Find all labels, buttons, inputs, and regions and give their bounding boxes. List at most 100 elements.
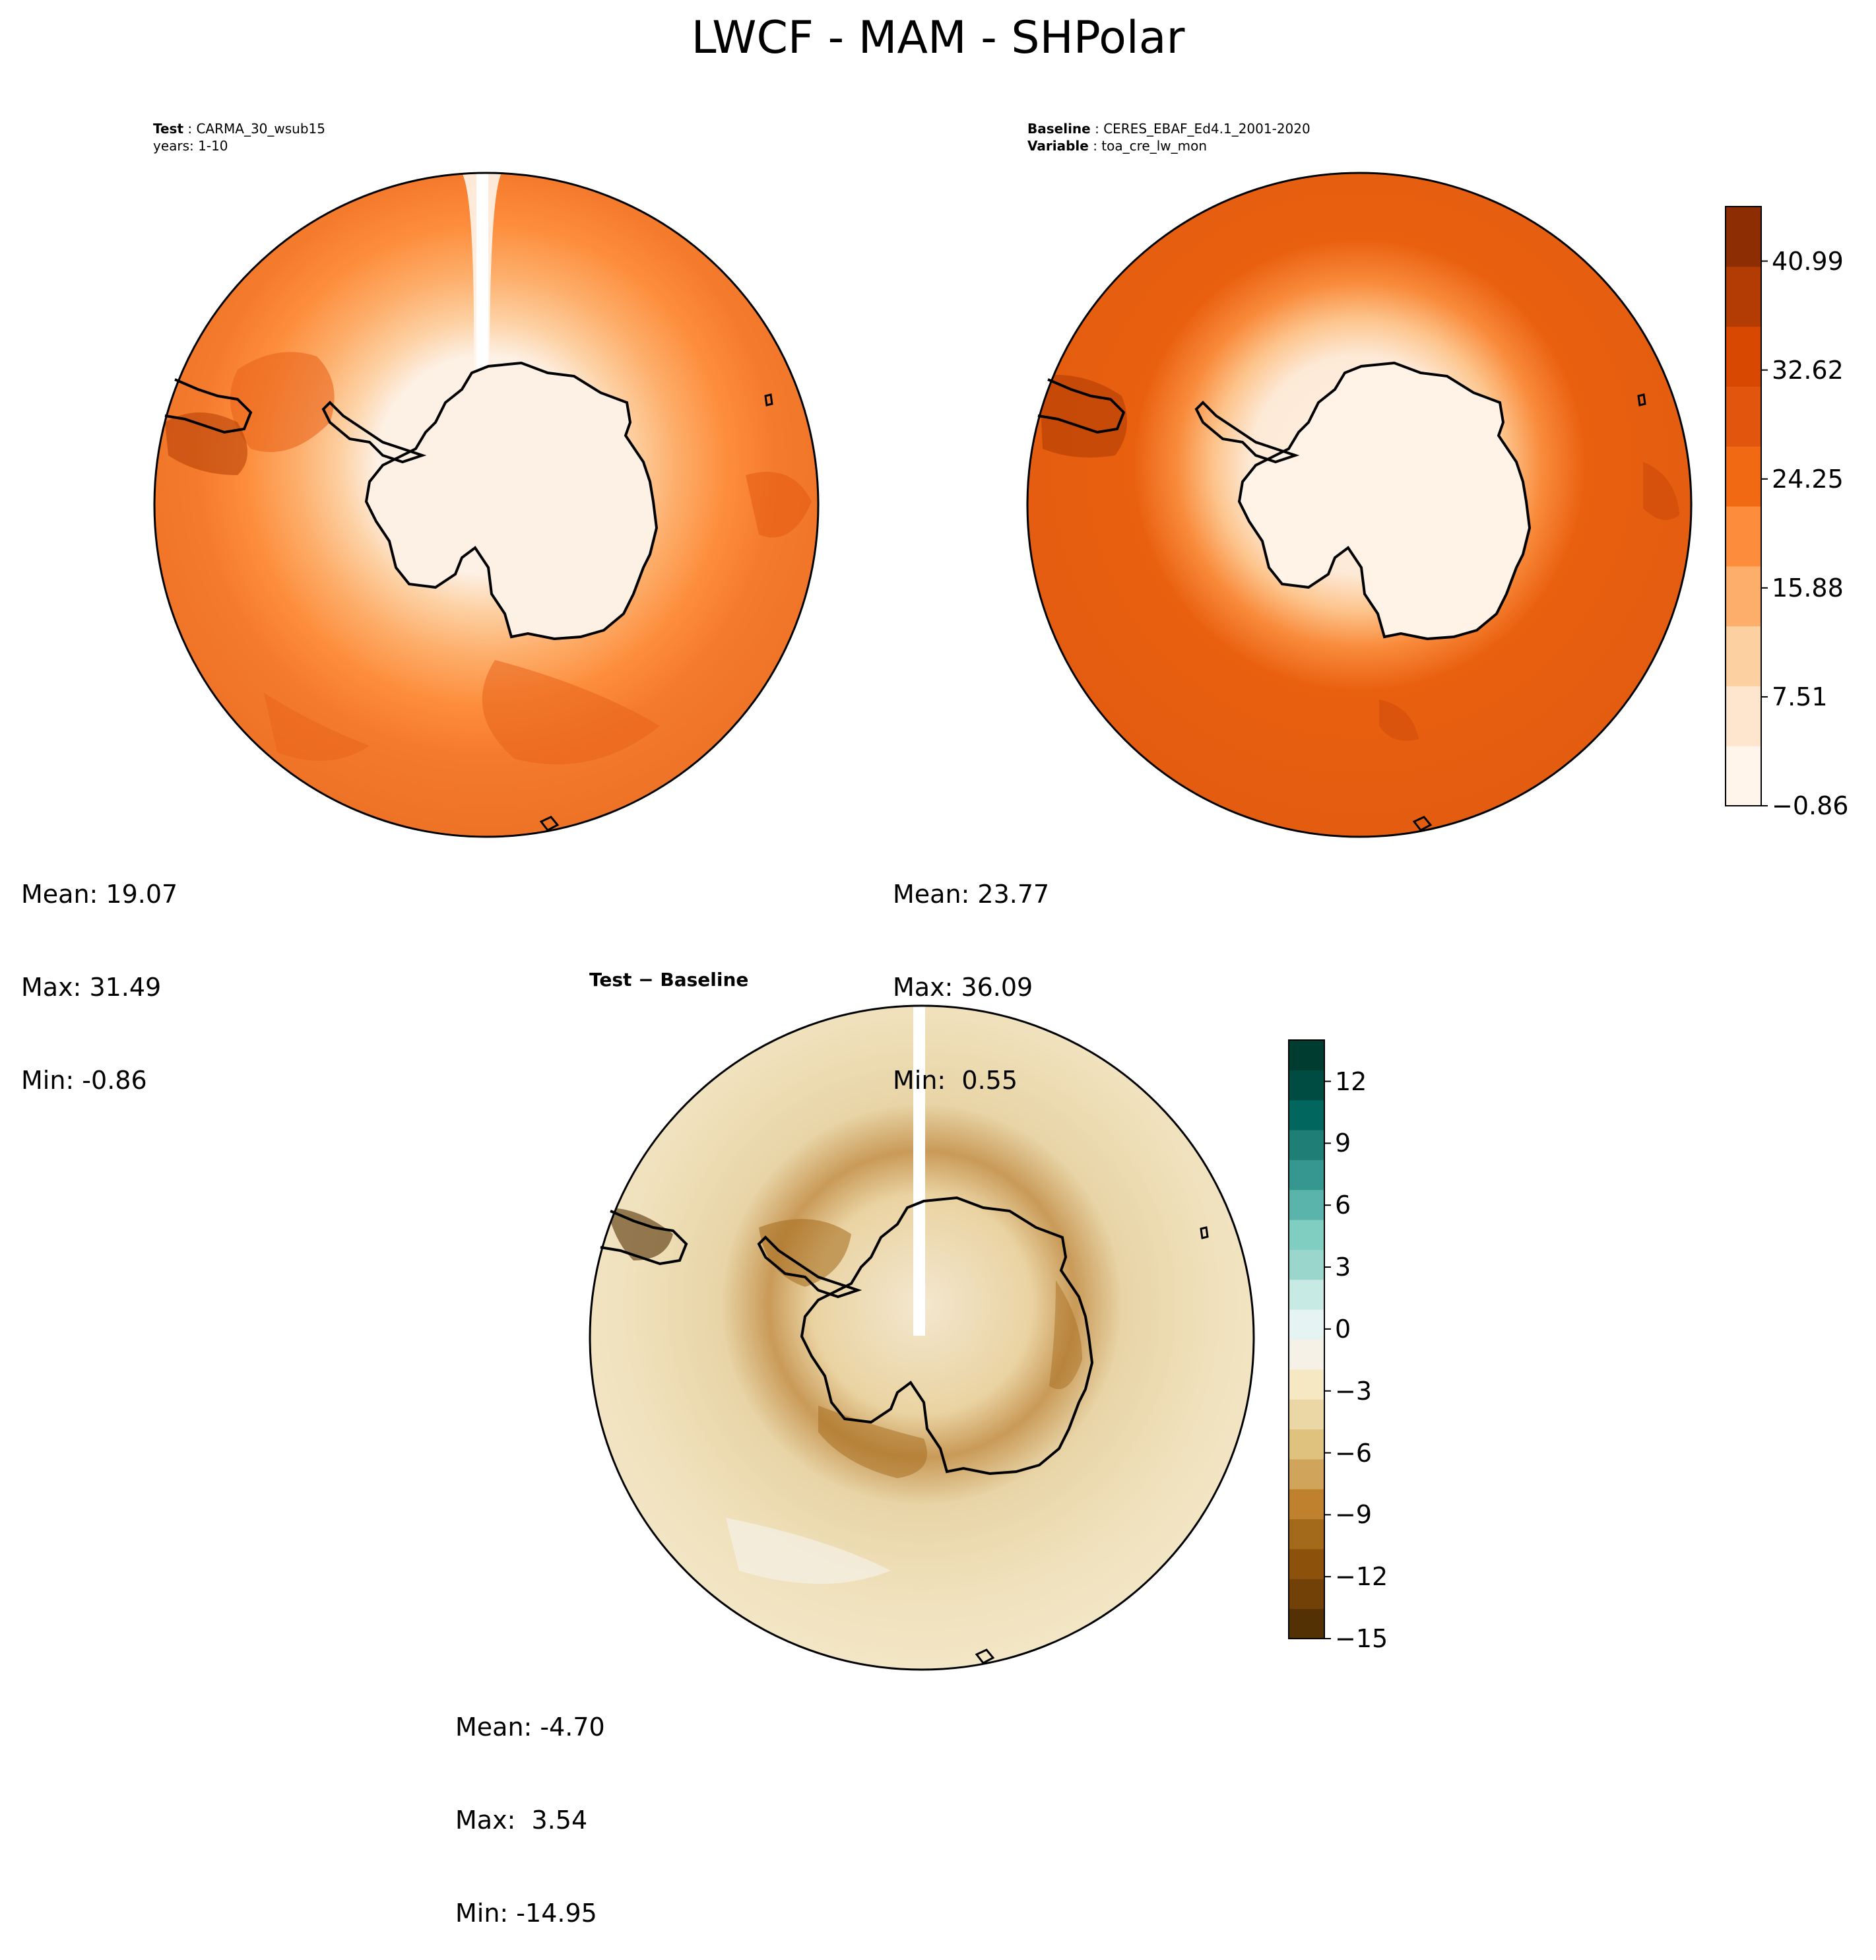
colorbar-segment <box>1289 1519 1324 1550</box>
diff-field-patch <box>607 1208 673 1260</box>
colorbar-tick-label: 32.62 <box>1772 355 1844 385</box>
diff-south-america-outline <box>600 1210 688 1266</box>
diff-colorbar <box>1288 1039 1331 1639</box>
test-field-patch <box>230 352 335 452</box>
colorbar-segment <box>1289 1339 1324 1370</box>
test-max: Max: 31.49 <box>21 973 162 1002</box>
colorbar-segment <box>1289 1099 1324 1130</box>
test-title-value: CARMA_30_wsub15 <box>196 121 325 137</box>
baseline-island-outline <box>1412 816 1433 832</box>
figure-canvas <box>153 172 1768 1671</box>
colorbar-segment <box>1289 1130 1324 1160</box>
test-peninsula-outline <box>321 401 427 464</box>
test-stats: Mean: 19.07 Max: 31.49 Min: -0.86 <box>21 817 178 1127</box>
test-island-outline <box>539 816 560 832</box>
colorbar-tick-label: 9 <box>1335 1128 1351 1158</box>
diff-map-boundary <box>589 1004 1255 1671</box>
colorbar-segment <box>1726 506 1761 567</box>
test-panel-subtitle: years: 1-10 <box>153 138 228 154</box>
colorbar-tick-label: 7.51 <box>1772 682 1828 711</box>
colorbar-segment <box>1289 1160 1324 1191</box>
test-field-patch <box>165 412 247 475</box>
colorbar-segment <box>1289 1548 1324 1579</box>
test-panel-title: Test : CARMA_30_wsub15 <box>153 121 325 137</box>
baseline-field-patch <box>1379 700 1419 741</box>
colorbar-segment <box>1289 1070 1324 1101</box>
baseline-min: Min: 0.55 <box>893 1066 1018 1095</box>
colorbar-tick-label: −12 <box>1335 1562 1388 1592</box>
diff-panel-title: Test − Baseline <box>589 969 749 991</box>
test-map-boundary <box>153 172 820 838</box>
baseline-field-patch <box>1643 462 1679 520</box>
colorbar-segment <box>1289 1309 1324 1340</box>
colorbar-tick-label: −6 <box>1335 1438 1373 1468</box>
colorbar-segment <box>1289 1429 1324 1460</box>
baseline-var-key: Variable <box>1027 138 1089 154</box>
diff-island-outline <box>975 1649 995 1664</box>
colorbar-tick-label: 40.99 <box>1772 246 1844 276</box>
diff-min: Min: -14.95 <box>455 1899 597 1928</box>
colorbar-tick-label: −0.86 <box>1772 791 1849 820</box>
colorbar-segment <box>1289 1220 1324 1250</box>
colorbar-tick-label: 24.25 <box>1772 464 1844 494</box>
test-field-patch <box>746 472 812 538</box>
baseline-variable-line: Variable : toa_cre_lw_mon <box>1027 138 1208 154</box>
diff-field-patch <box>1049 1280 1082 1389</box>
colorbar-segment <box>1726 626 1761 686</box>
test-island-outline <box>764 393 773 407</box>
colorbar-tick-label: −15 <box>1335 1624 1388 1653</box>
test-mean: Mean: 19.07 <box>21 880 178 909</box>
colorbar-segment <box>1289 1458 1324 1489</box>
baseline-panel-title: Baseline : CERES_EBAF_Ed4.1_2001-2020 <box>1027 121 1310 137</box>
diff-missing-wedge <box>913 1006 925 1336</box>
baseline-map-boundary <box>1026 172 1693 838</box>
test-title-key: Test <box>153 121 184 137</box>
colorbar-segment <box>1726 386 1761 447</box>
test-min: Min: -0.86 <box>21 1066 147 1095</box>
colorbar-segment <box>1726 326 1761 387</box>
diff-stats: Mean: -4.70 Max: 3.54 Min: -14.95 <box>455 1650 605 1960</box>
colorbar-frame <box>1288 1039 1325 1639</box>
colorbar-segment <box>1726 686 1761 746</box>
colorbar-tick-label: 15.88 <box>1772 573 1844 603</box>
colorbar-segment <box>1726 207 1761 267</box>
diff-field-patch <box>726 1518 891 1584</box>
baseline-max: Max: 36.09 <box>893 973 1033 1002</box>
orange-colorbar <box>1725 206 1768 806</box>
diff-map <box>590 1006 1254 1670</box>
colorbar-segment <box>1289 1489 1324 1520</box>
baseline-south-america-outline <box>1037 378 1126 434</box>
baseline-mean: Mean: 23.77 <box>893 880 1050 909</box>
colorbar-segment <box>1289 1369 1324 1400</box>
baseline-title-value: CERES_EBAF_Ed4.1_2001-2020 <box>1103 121 1310 137</box>
baseline-stats: Mean: 23.77 Max: 36.09 Min: 0.55 <box>893 817 1049 1127</box>
colorbar-segment <box>1726 746 1761 806</box>
figure-title: LWCF - MAM - SHPolar <box>691 12 1185 64</box>
diff-field-patch <box>818 1406 927 1478</box>
colorbar-tick-label: 12 <box>1335 1066 1367 1096</box>
colorbar-tick-label: 3 <box>1335 1253 1351 1282</box>
colorbar-segment <box>1289 1579 1324 1610</box>
baseline-island-outline <box>1637 393 1646 407</box>
baseline-title-key: Baseline <box>1027 121 1091 137</box>
diff-island-outline <box>1200 1226 1209 1239</box>
colorbar-segment <box>1289 1399 1324 1430</box>
test-field-patch <box>482 660 660 765</box>
diff-mean: Mean: -4.70 <box>455 1713 605 1742</box>
colorbar-segment <box>1289 1279 1324 1310</box>
colorbar-tick-label: −3 <box>1335 1376 1373 1406</box>
diff-max: Max: 3.54 <box>455 1806 588 1835</box>
colorbar-tick-label: 6 <box>1335 1191 1351 1220</box>
diff-peninsula-outline <box>757 1235 862 1299</box>
test-missing-wedge <box>476 173 488 371</box>
colorbar-segment <box>1289 1608 1324 1639</box>
colorbar-segment <box>1289 1249 1324 1280</box>
colorbar-segment <box>1726 566 1761 627</box>
test-south-america-outline <box>164 378 253 434</box>
colorbar-segment <box>1289 1040 1324 1070</box>
baseline-peninsula-outline <box>1194 401 1300 464</box>
baseline-var-value: toa_cre_lw_mon <box>1101 138 1208 154</box>
baseline-field-patch <box>1039 375 1127 458</box>
colorbar-tick-label: −9 <box>1335 1500 1373 1530</box>
test-field-patch <box>264 693 370 761</box>
